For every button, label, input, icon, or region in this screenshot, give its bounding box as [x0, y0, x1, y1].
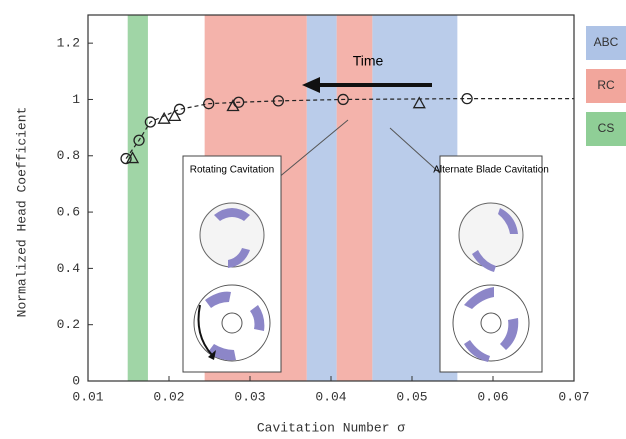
legend-label: CS [598, 121, 615, 135]
legend-swatch [586, 26, 626, 60]
legend-label: RC [597, 78, 615, 92]
y-tick-label: 0.6 [57, 205, 80, 220]
region-band [127, 15, 148, 381]
time-label: Time [353, 53, 384, 69]
inset-rc [182, 155, 282, 373]
circle-marker [120, 152, 132, 165]
circle-marker [337, 93, 349, 106]
y-tick-label: 0.4 [57, 261, 81, 276]
x-tick-label: 0.06 [477, 389, 508, 404]
legend-label: ABC [594, 35, 619, 49]
circle-marker [144, 116, 157, 128]
triangle-marker [168, 109, 182, 122]
y-axis-label: Normalized Head Coefficient [14, 107, 29, 318]
x-axis-label: Cavitation Number σ [257, 420, 405, 435]
circle-marker [272, 95, 285, 107]
connector [389, 127, 443, 176]
y-tick-label: 0 [72, 373, 80, 388]
inset-label: Alternate Blade Cavitation [433, 165, 549, 176]
x-tick-label: 0.04 [315, 389, 346, 404]
x-tick-label: 0.02 [153, 389, 184, 404]
x-tick-label: 0.03 [234, 389, 265, 404]
connector [277, 119, 349, 179]
time-arrow-head [302, 77, 320, 93]
x-tick-label: 0.05 [396, 389, 427, 404]
y-tick-label: 1.2 [57, 36, 80, 51]
series-line [125, 98, 468, 159]
y-tick-label: 1 [72, 92, 80, 107]
triangle-marker [226, 99, 240, 112]
legend-swatch [586, 112, 626, 146]
circle-marker [461, 92, 473, 105]
plot-frame [87, 14, 575, 382]
triangle-marker [412, 96, 426, 109]
triangle-marker [125, 151, 140, 164]
region-band [306, 15, 337, 381]
inset-label: Rotating Cavitation [190, 165, 275, 176]
x-tick-label: 0.01 [72, 389, 103, 404]
circle-marker [203, 98, 215, 110]
legend-swatch [586, 69, 626, 103]
circle-marker [133, 134, 145, 146]
y-tick-label: 0.8 [57, 148, 80, 163]
y-tick-label: 0.2 [57, 317, 80, 332]
triangle-marker [157, 111, 171, 124]
x-tick-label: 0.07 [558, 389, 589, 404]
region-band [336, 15, 373, 381]
inset-abc [439, 155, 543, 373]
